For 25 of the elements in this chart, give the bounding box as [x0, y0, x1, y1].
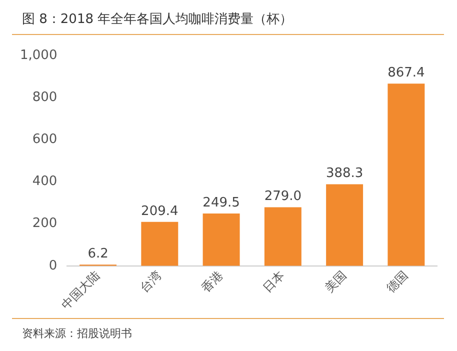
text: 资料来源：招股说明书 [22, 326, 132, 341]
data-label: 209.4 [141, 204, 178, 219]
x-tick-label: 中国大陆 [58, 268, 102, 312]
y-tick-label: 200 [32, 216, 58, 232]
y-tick-label: 600 [32, 132, 58, 148]
y-tick-label: 400 [32, 174, 58, 190]
y-tick-label: 0 [48, 258, 58, 274]
x-tick-label: 日本 [260, 268, 288, 296]
data-label: 867.4 [388, 66, 425, 81]
x-tick-label: 香港 [198, 268, 226, 296]
y-tick-label: 800 [32, 90, 58, 106]
bar [326, 184, 364, 266]
x-tick-label: 德国 [384, 268, 411, 296]
bar [264, 207, 302, 266]
bar [202, 213, 240, 266]
bar [388, 84, 425, 266]
data-label: 6.2 [88, 246, 108, 262]
chart-title: 图 8：2018 年全年各国人均咖啡消费量（杯） [22, 11, 293, 28]
bar [141, 222, 178, 266]
y-tick-label: 1,000 [20, 48, 58, 64]
x-tick-label: 美国 [322, 268, 349, 296]
data-label: 279.0 [264, 189, 302, 204]
x-tick-label: 台湾 [137, 268, 164, 296]
data-label: 388.3 [326, 166, 364, 182]
data-label: 249.5 [202, 195, 240, 210]
